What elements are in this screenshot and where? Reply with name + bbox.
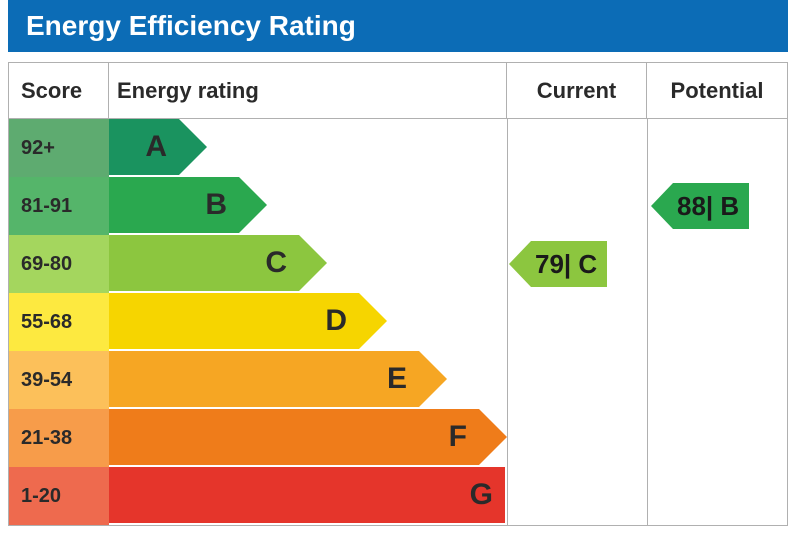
rating-bar: B xyxy=(109,177,239,233)
potential-pointer-arrow-icon xyxy=(651,183,673,229)
band-letter: C xyxy=(265,246,287,280)
score-cell: 55-68 xyxy=(9,293,109,351)
header-potential: Potential xyxy=(647,63,787,118)
score-cell: 69-80 xyxy=(9,235,109,293)
band-letter: D xyxy=(325,304,347,338)
rating-bar: C xyxy=(109,235,299,291)
header-rating: Energy rating xyxy=(109,63,507,118)
current-pointer-label: 79| C xyxy=(531,241,607,287)
bar-arrow-icon xyxy=(479,409,507,465)
rating-bar: E xyxy=(109,351,419,407)
current-pointer-arrow-icon xyxy=(509,241,531,287)
band-letter: G xyxy=(470,478,493,512)
rating-bar: A xyxy=(109,119,179,175)
chart-title: Energy Efficiency Rating xyxy=(8,0,788,52)
bands-area: 92+ A 81-91 B 69-80 C 55-68 D 39-54 E 21-38 F 1-20 G 7… xyxy=(9,119,787,525)
score-cell: 81-91 xyxy=(9,177,109,235)
score-cell: 39-54 xyxy=(9,351,109,409)
band-row-g: 1-20 G xyxy=(9,467,787,525)
bar-arrow-icon xyxy=(239,177,267,233)
potential-pointer-label: 88| B xyxy=(673,183,749,229)
current-pointer: 79| C xyxy=(509,241,607,287)
band-row-e: 39-54 E xyxy=(9,351,787,409)
band-letter: A xyxy=(145,130,167,164)
chart-body: Score Energy rating Current Potential 92… xyxy=(8,62,788,526)
bar-arrow-icon xyxy=(299,235,327,291)
bar-arrow-icon xyxy=(179,119,207,175)
rating-bar: G xyxy=(109,467,505,523)
bar-arrow-icon xyxy=(359,293,387,349)
band-letter: E xyxy=(387,362,407,396)
potential-pointer: 88| B xyxy=(651,183,749,229)
header-score: Score xyxy=(9,63,109,118)
band-row-a: 92+ A xyxy=(9,119,787,177)
band-letter: B xyxy=(205,188,227,222)
band-letter: F xyxy=(449,420,467,454)
score-cell: 1-20 xyxy=(9,467,109,525)
header-row: Score Energy rating Current Potential xyxy=(9,63,787,119)
epc-chart: Energy Efficiency Rating Score Energy ra… xyxy=(0,0,800,526)
rating-bar: D xyxy=(109,293,359,349)
rating-bar: F xyxy=(109,409,479,465)
score-cell: 21-38 xyxy=(9,409,109,467)
band-row-d: 55-68 D xyxy=(9,293,787,351)
score-cell: 92+ xyxy=(9,119,109,177)
header-current: Current xyxy=(507,63,647,118)
band-row-c: 69-80 C xyxy=(9,235,787,293)
band-row-f: 21-38 F xyxy=(9,409,787,467)
bar-arrow-icon xyxy=(419,351,447,407)
